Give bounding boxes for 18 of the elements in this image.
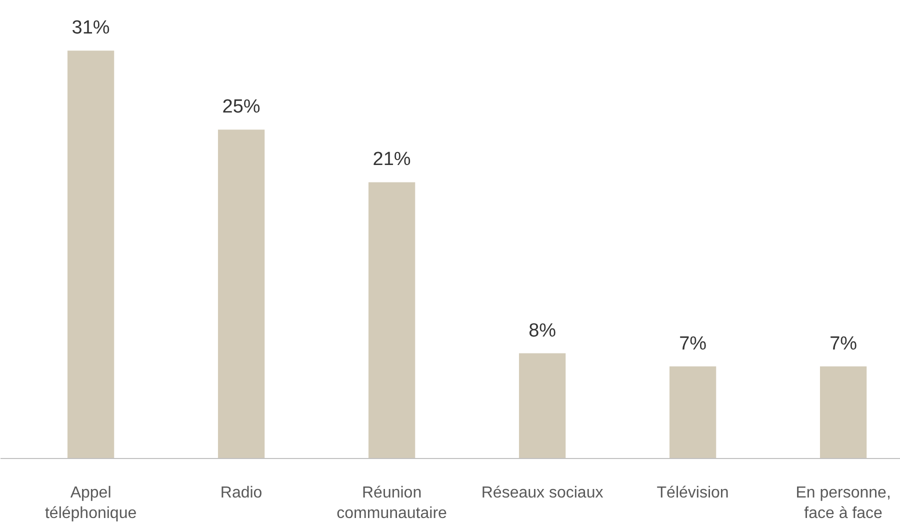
bar	[518, 353, 566, 458]
data-label: 25%	[222, 96, 260, 118]
bar	[669, 366, 716, 458]
bar	[67, 50, 114, 458]
x-tick-label: Télévision	[656, 484, 729, 502]
x-tick-label: En personne, face à face	[796, 484, 891, 522]
data-label: 7%	[830, 333, 858, 354]
x-tick-label: Radio	[220, 484, 262, 502]
bar	[820, 366, 867, 458]
x-tick-label: Appel téléphonique	[44, 484, 137, 522]
data-label: 8%	[528, 320, 556, 342]
data-label: 31%	[72, 18, 110, 39]
data-label: 7%	[679, 333, 707, 354]
x-tick-label: Réseaux sociaux	[481, 484, 604, 502]
bar	[218, 130, 265, 458]
data-label: 21%	[372, 149, 411, 170]
x-tick-label: Réunion communautaire	[336, 484, 448, 522]
bar	[368, 182, 416, 458]
